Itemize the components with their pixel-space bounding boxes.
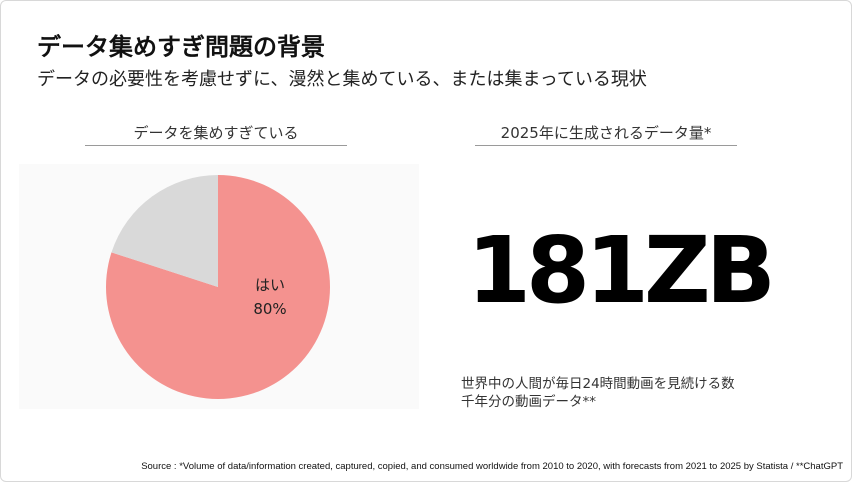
left-heading-divider xyxy=(85,145,347,146)
source-footnote: Source : *Volume of data/information cre… xyxy=(141,461,843,472)
left-column-heading: データを集めすぎている xyxy=(133,124,299,142)
slide-subtitle: データの必要性を考慮せずに、漫然と集めている、または集まっている現状 xyxy=(37,69,647,90)
pie-slice-yes xyxy=(105,175,330,399)
pie-slice-other xyxy=(111,175,218,287)
data-volume-figure: 181ZB xyxy=(467,217,776,324)
data-volume-note: 世界中の人間が毎日24時間動画を見続ける数 千年分の動画データ** xyxy=(461,375,735,411)
pie-slice-label: はい xyxy=(255,276,285,294)
pie-chart: はい 80% xyxy=(105,175,330,399)
pie-chart-panel: はい 80% xyxy=(19,164,419,409)
right-column-heading: 2025年に生成されるデータ量* xyxy=(500,124,712,142)
note-line-1: 世界中の人間が毎日24時間動画を見続ける数 xyxy=(461,376,735,392)
right-heading-divider xyxy=(475,145,737,146)
pie-slice-value: 80% xyxy=(253,300,286,318)
note-line-2: 千年分の動画データ** xyxy=(461,394,596,410)
slide-title: データ集めすぎ問題の背景 xyxy=(37,33,325,61)
